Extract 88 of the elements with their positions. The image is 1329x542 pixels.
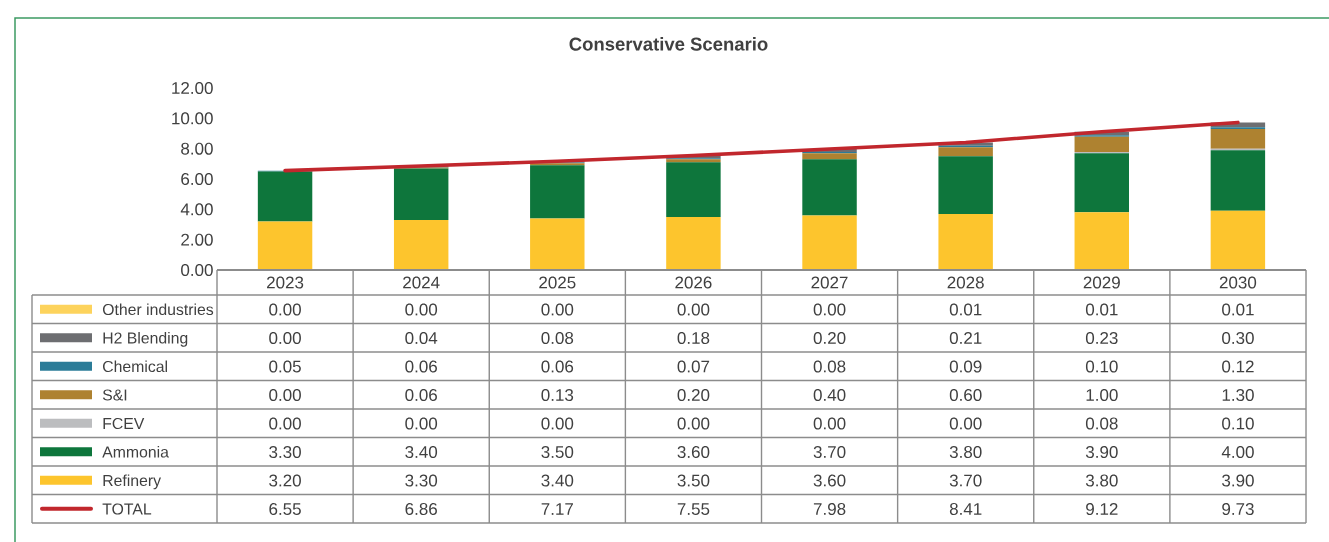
data-label: 3.40 — [541, 474, 574, 487]
data-label: 0.01 — [949, 303, 982, 316]
data-label: 3.50 — [541, 445, 574, 459]
x-tick-label: 2026 — [675, 276, 712, 289]
data-label: 0.00 — [949, 417, 982, 430]
x-tick-label: 2025 — [539, 276, 576, 289]
legend-label: Ammonia — [102, 446, 169, 458]
x-tick-label: 2029 — [1083, 276, 1120, 289]
legend-label: Refinery — [103, 474, 161, 490]
legend-label: Chemical — [103, 360, 167, 373]
data-label: 0.00 — [405, 417, 438, 430]
data-label: 0.21 — [949, 331, 982, 345]
data-label: 3.70 — [813, 445, 846, 459]
data-label: 0.40 — [813, 388, 846, 402]
data-label: 0.00 — [269, 331, 301, 345]
data-label: 3.50 — [677, 474, 710, 487]
data-label: 6.86 — [405, 502, 437, 516]
data-label: 3.30 — [269, 445, 301, 459]
data-label: 3.20 — [269, 474, 301, 487]
data-label: 0.00 — [269, 388, 301, 402]
data-label: 0.00 — [677, 303, 710, 316]
data-label: 0.18 — [677, 331, 710, 345]
data-label: 3.40 — [405, 445, 438, 459]
data-label: 0.10 — [1222, 417, 1254, 430]
legend-label: FCEV — [103, 417, 145, 430]
data-label: 0.05 — [269, 360, 301, 373]
data-label: 0.08 — [1085, 417, 1118, 430]
data-label: 9.73 — [1222, 502, 1254, 516]
data-label: 0.20 — [813, 331, 846, 345]
data-label: 0.00 — [541, 303, 574, 316]
x-tick-label: 2023 — [267, 276, 304, 289]
data-label: 0.00 — [813, 303, 846, 316]
data-label: 3.80 — [1085, 474, 1118, 487]
data-label: 3.90 — [1222, 474, 1254, 487]
legend-label: Other industries — [102, 303, 214, 316]
data-label: 0.07 — [677, 360, 710, 373]
data-label: 7.98 — [813, 502, 846, 516]
x-tick-label: 2028 — [947, 276, 984, 289]
data-label: 3.70 — [949, 474, 982, 487]
y-tick-label: 8.00 — [181, 142, 213, 155]
data-label: 7.17 — [541, 503, 573, 515]
data-label: 0.08 — [541, 331, 574, 345]
data-label: 0.30 — [1222, 331, 1254, 345]
data-label: 3.90 — [1085, 445, 1118, 459]
y-tick-label: 10.00 — [172, 112, 213, 125]
data-label: 0.00 — [813, 417, 846, 430]
data-label: 0.00 — [405, 303, 438, 316]
data-label: 0.00 — [269, 417, 301, 430]
data-label: 3.60 — [677, 445, 710, 459]
data-label: 4.00 — [1221, 445, 1254, 459]
chart-title: Conservative Scenario — [569, 37, 768, 51]
y-tick-label: 4.00 — [180, 203, 213, 216]
data-label: 0.06 — [405, 388, 437, 402]
data-label: 0.01 — [1085, 303, 1118, 316]
x-tick-label: 2030 — [1219, 276, 1257, 289]
data-label: 0.00 — [677, 417, 710, 430]
data-label: 3.60 — [813, 474, 846, 487]
data-label: 1.00 — [1086, 388, 1118, 402]
data-label: 0.23 — [1085, 331, 1118, 345]
y-tick-label: 0.00 — [181, 263, 213, 277]
x-tick-label: 2027 — [811, 276, 848, 289]
data-label: 0.06 — [541, 360, 574, 373]
data-label: 7.55 — [677, 503, 710, 516]
data-label: 3.80 — [949, 445, 982, 459]
y-tick-label: 6.00 — [181, 172, 213, 186]
data-label: 9.12 — [1086, 502, 1118, 516]
data-label: 0.00 — [541, 417, 574, 430]
x-tick-label: 2024 — [403, 276, 440, 289]
data-label: 0.06 — [405, 360, 437, 373]
data-label: 0.00 — [269, 303, 301, 316]
data-label: 0.60 — [949, 388, 982, 402]
data-label: 0.08 — [813, 360, 846, 373]
data-label: 0.04 — [405, 331, 438, 345]
legend-label: H2 Blending — [103, 331, 188, 347]
legend-label: TOTAL — [102, 503, 152, 515]
data-label: 1.30 — [1222, 388, 1254, 402]
data-label: 0.12 — [1222, 360, 1254, 373]
data-label: 6.55 — [269, 502, 301, 516]
data-label: 0.13 — [541, 388, 574, 402]
y-tick-label: 12.00 — [172, 81, 213, 95]
data-label: 3.30 — [405, 474, 438, 487]
data-label: 0.09 — [949, 360, 982, 373]
data-label: 0.10 — [1085, 360, 1118, 373]
data-label: 0.20 — [677, 388, 710, 402]
y-tick-label: 2.00 — [181, 233, 213, 246]
legend-label: S&I — [102, 389, 127, 401]
data-label: 8.41 — [949, 502, 982, 516]
data-label: 0.01 — [1222, 303, 1254, 316]
